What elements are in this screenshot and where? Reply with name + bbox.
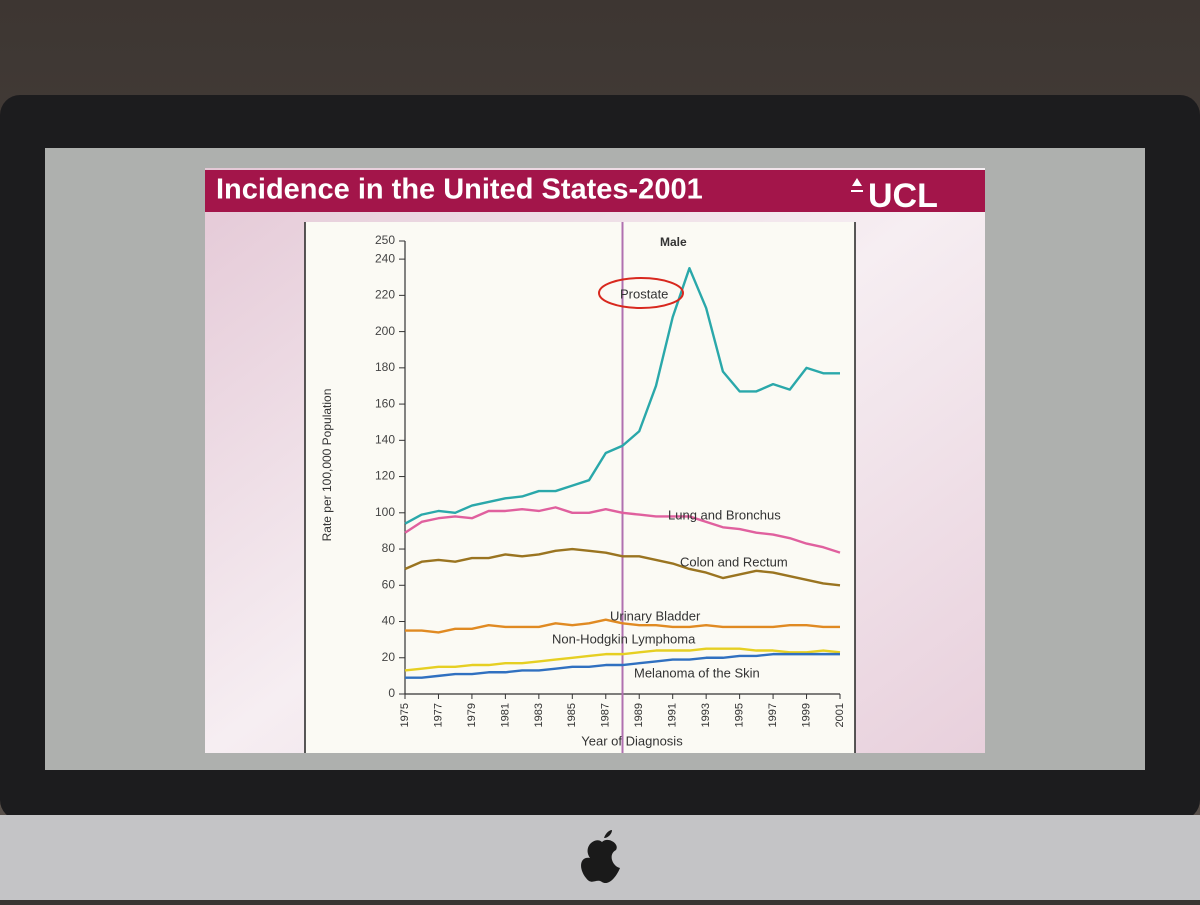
y-tick-label: 220 — [375, 288, 395, 302]
series-label: Non-Hodgkin Lymphoma — [552, 631, 696, 646]
y-tick-label: 140 — [375, 432, 395, 446]
chart-panel — [305, 222, 855, 753]
series-label: Lung and Bronchus — [668, 507, 781, 522]
series-label: Colon and Rectum — [680, 554, 788, 569]
x-tick-label: 1975 — [399, 703, 411, 727]
x-tick-label: 1989 — [633, 703, 645, 727]
logo-mark — [851, 178, 863, 192]
y-tick-label: 40 — [382, 614, 396, 628]
logo: UCL — [868, 177, 938, 215]
x-tick-label: 1991 — [667, 703, 679, 727]
y-tick-label: 160 — [375, 396, 395, 410]
chart-subtitle: Male — [660, 235, 687, 249]
y-tick-label: 200 — [375, 324, 395, 338]
x-tick-label: 2001 — [834, 703, 846, 727]
series-line — [404, 506, 841, 554]
y-tick-label: 250 — [375, 233, 395, 247]
x-tick-label: 1997 — [767, 703, 779, 727]
y-tick-label: 60 — [382, 577, 396, 591]
y-axis-label: Rate per 100,000 Population — [320, 389, 334, 542]
series-label: Melanoma of the Skin — [634, 665, 760, 680]
series-line — [405, 652, 840, 679]
x-tick-label: 1985 — [566, 703, 578, 727]
series-line — [405, 618, 840, 634]
x-tick-label: 1981 — [499, 703, 511, 727]
y-tick-label: 240 — [375, 251, 395, 265]
series-line — [404, 266, 840, 525]
slide-title: Incidence in the United States-2001 — [216, 174, 703, 206]
series-label: Prostate — [620, 286, 668, 301]
x-tick-label: 1983 — [533, 703, 545, 727]
x-tick-label: 1979 — [466, 703, 478, 727]
apple-logo — [581, 830, 620, 884]
series-label: Urinary Bladder — [610, 608, 701, 623]
x-tick-label: 1999 — [800, 703, 812, 727]
series-line — [404, 547, 841, 587]
y-tick-label: 20 — [382, 650, 396, 664]
x-tick-label: 1995 — [734, 703, 746, 727]
x-tick-label: 1987 — [600, 703, 612, 727]
x-axis-label: Year of Diagnosis — [581, 733, 683, 748]
y-tick-label: 180 — [375, 360, 395, 374]
x-tick-label: 1977 — [432, 703, 444, 727]
x-tick-label: 1993 — [700, 703, 712, 727]
y-tick-label: 100 — [375, 505, 395, 519]
series-line — [404, 647, 841, 672]
y-tick-label: 0 — [388, 686, 395, 700]
highlight-circle — [598, 277, 684, 309]
y-tick-label: 120 — [375, 469, 395, 483]
y-tick-label: 80 — [382, 541, 396, 555]
